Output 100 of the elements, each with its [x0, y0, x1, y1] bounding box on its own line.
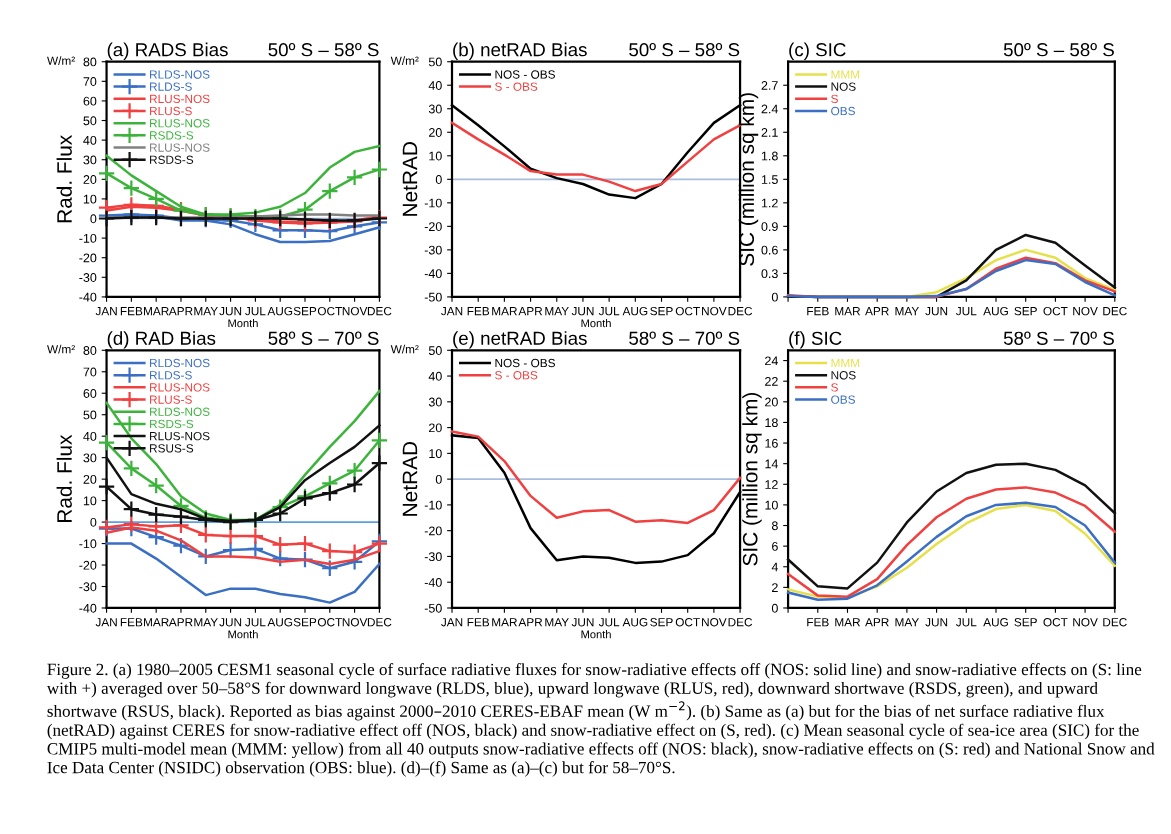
- x-tick-label: JUL: [598, 618, 620, 627]
- x-tick-label: FEB: [467, 618, 490, 627]
- y-tick-label: 24: [765, 356, 778, 366]
- x-tick-label: AUG: [983, 306, 1008, 316]
- y-tick-label: 0.6: [761, 245, 778, 255]
- caption: Figure 2. (a) 1980–2005 CESM1 seasonal cycle of surface radiative fluxes for snow-radiative effects off (NOS: solid line) and snow-radiative effects on (S: line with +) averaged over 50–58°S for downward longwave (RLDS, blue), upward longwave (RLUS, red), downward shortwave (RSDS, green), and upward shortwave (RSUS, black). Reported as bias against 2000–2010 CERES-EBAF mean (W m$^{−2}$). (b) Same as (a) but for the bias of net surface radiative flux (netRAD) against CERES for snow-radiative effect off (NOS, black) and snow-radiative effect on (S, red). (c) Mean seasonal cycle of sea-ice area (SIC) for the CMIP5 multi-model mean (MMM: yellow) from all 40 outputs snow-radiative effects off (NOS: black), snow-radiative effects on (S: red) and National Snow and Ice Data Center (NSIDC) observation (OBS: blue). (d)–(f) Same as (a)–(c) but for 58–70°S.: [46, 663, 1155, 777]
- x-axis-title: Month: [581, 319, 611, 328]
- x-tick-label: FEB: [120, 307, 143, 316]
- y-tick-label: 30: [83, 453, 97, 463]
- y-tick-label: 6: [772, 541, 778, 551]
- x-tick-label: JUN: [571, 307, 594, 316]
- y-tick-label: 10: [83, 496, 97, 506]
- legend-label: S: [831, 94, 838, 104]
- y-tick-label: 70: [83, 367, 97, 377]
- x-tick-label: JAN: [95, 618, 117, 627]
- x-tick-label: AUG: [622, 306, 648, 316]
- x-tick-label: DEC: [728, 306, 753, 316]
- text: W/m²: [390, 344, 419, 354]
- legend-label: MMM: [831, 358, 860, 368]
- y-tick-label: 30: [428, 397, 442, 407]
- y-axis-title: Rad. Flux: [56, 134, 72, 223]
- y-tick-label: 0: [435, 175, 442, 184]
- x-tick-label: NOV: [342, 618, 368, 627]
- x-tick-label: NOV: [342, 306, 368, 316]
- x-axis-title: Month: [581, 630, 611, 639]
- y-tick-label: -30: [424, 552, 442, 562]
- y-tick-label: 12: [765, 480, 778, 489]
- y-tick-label: -10: [424, 198, 442, 208]
- x-tick-label: MAR: [835, 307, 861, 316]
- y-tick-label: 20: [83, 175, 97, 184]
- chart-subtitle: 50º S – 58º S: [1003, 43, 1114, 57]
- y-tick-label: -40: [79, 603, 97, 613]
- x-tick-label: SEP: [650, 618, 673, 627]
- x-tick-label: SEP: [1014, 618, 1037, 627]
- y-tick-label: 10: [83, 194, 97, 204]
- chart-title: (a) RADS Bias: [107, 42, 228, 61]
- y-tick-label: 0.9: [761, 222, 778, 231]
- x-tick-label: NOV: [702, 618, 727, 627]
- y-tick-label: 10: [765, 500, 778, 510]
- chart-subtitle: 50º S – 58º S: [268, 43, 379, 57]
- legend-label: RSUS-S: [150, 444, 194, 453]
- y-tick-label: -40: [79, 292, 97, 302]
- y-axis-title: NetRAD: [402, 441, 418, 516]
- x-tick-label: APR: [168, 618, 193, 627]
- legend-label: MMM: [831, 70, 860, 79]
- y-tick-label: 40: [83, 431, 97, 441]
- legend-label: RLUS-S: [150, 106, 192, 116]
- text: W/m²: [47, 344, 75, 354]
- x-tick-label: APR: [865, 618, 889, 627]
- y-tick-label: 1.8: [761, 151, 778, 161]
- y-tick-label: 80: [83, 57, 97, 67]
- legend-label: RSDS-S: [150, 155, 194, 164]
- x-tick-label: JUL: [245, 307, 266, 316]
- legend-label: S: [831, 383, 838, 392]
- y-tick-label: 40: [83, 135, 97, 145]
- y-tick-label: 16: [765, 438, 778, 448]
- x-tick-label: SEP: [293, 306, 317, 316]
- x-axis-title: Month: [228, 630, 258, 639]
- x-tick-label: NOV: [1073, 618, 1098, 627]
- y-tick-label: -40: [424, 578, 442, 587]
- x-tick-label: AUG: [267, 618, 293, 627]
- legend-label: NOS - OBS: [495, 70, 555, 79]
- x-tick-label: JAN: [95, 307, 117, 316]
- y-tick-label: 10: [429, 151, 442, 161]
- y-tick-label: 8: [771, 521, 778, 531]
- x-tick-label: MAY: [545, 618, 569, 627]
- y-tick-label: 50: [83, 410, 97, 420]
- chart-subtitle: 58º S – 70º S: [268, 331, 379, 345]
- x-tick-label: APR: [518, 618, 543, 627]
- x-tick-label: OCT: [317, 306, 342, 316]
- x-tick-label: OCT: [317, 618, 342, 627]
- y-tick-label: 2: [772, 583, 778, 592]
- x-tick-label: DEC: [367, 306, 392, 316]
- x-tick-label: SEP: [293, 618, 317, 627]
- x-tick-label: NOV: [1073, 306, 1098, 316]
- y-tick-label: 0: [90, 214, 97, 224]
- x-tick-label: MAR: [492, 618, 517, 627]
- x-tick-label: MAY: [194, 618, 218, 627]
- x-tick-label: FEB: [807, 307, 829, 316]
- y-tick-label: 30: [83, 155, 97, 165]
- chart-subtitle: 58º S – 70º S: [629, 331, 740, 345]
- x-tick-label: FEB: [120, 618, 143, 627]
- x-tick-label: APR: [865, 307, 889, 316]
- y-tick-label: -10: [79, 233, 97, 243]
- x-tick-label: JAN: [441, 618, 463, 627]
- legend-label: RLUS-S: [150, 395, 192, 404]
- x-tick-label: FEB: [807, 618, 829, 627]
- x-tick-label: OCT: [675, 618, 700, 627]
- y-tick-label: 20: [429, 423, 442, 433]
- y-tick-label: 18: [765, 418, 778, 428]
- y-tick-label: -50: [424, 603, 442, 613]
- chart-subtitle: 50º S – 58º S: [629, 43, 740, 57]
- y-axis-title: NetRAD: [402, 142, 418, 216]
- chart-subtitle: 58º S – 70º S: [1003, 331, 1114, 345]
- y-tick-label: -20: [424, 222, 442, 231]
- legend-label: S - OBS: [495, 371, 538, 380]
- x-tick-label: OCT: [675, 306, 700, 316]
- y-tick-label: -20: [79, 560, 97, 570]
- text: W/m²: [390, 56, 419, 65]
- x-tick-label: FEB: [467, 307, 490, 316]
